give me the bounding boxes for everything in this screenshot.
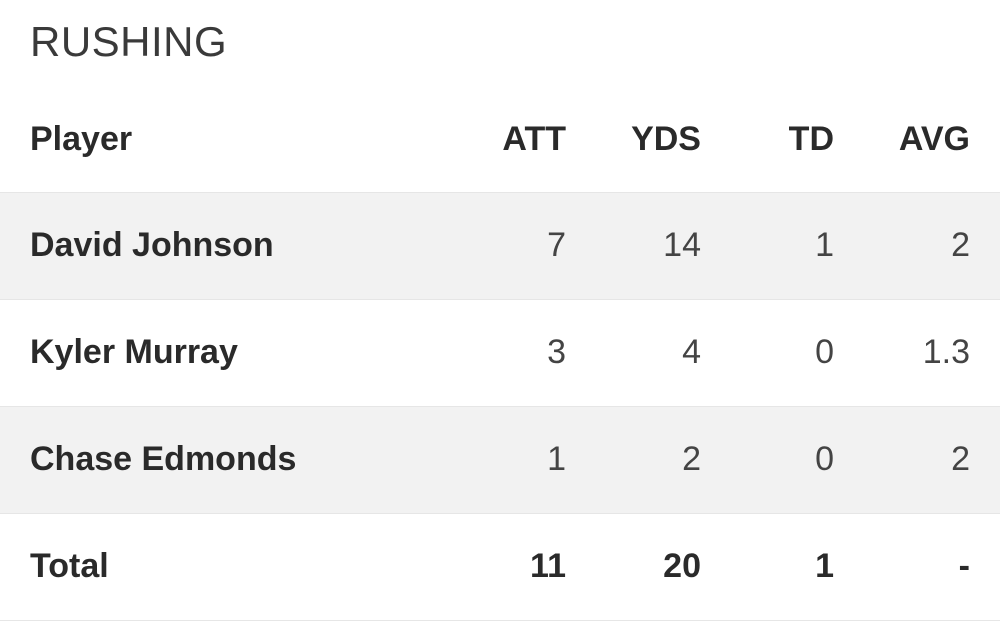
avg-value: 2 [951,226,970,264]
att-value: 7 [547,226,566,264]
section-title: RUSHING [30,18,228,65]
total-yds-value: 20 [663,547,701,585]
avg-value: 1.3 [922,333,970,371]
total-td-value: 1 [815,547,834,585]
table-body: David Johnson 7 14 1 2 Kyler Murray 3 4 … [0,192,1000,620]
table-row: Chase Edmonds 1 2 0 2 [0,406,1000,513]
yds-value: 2 [682,440,701,478]
yds-value: 14 [663,226,701,264]
player-name[interactable]: David Johnson [30,226,274,264]
avg-value: 2 [951,440,970,478]
header-avg[interactable]: AVG [898,120,970,159]
header-player[interactable]: Player [30,120,133,159]
td-value: 1 [815,226,834,264]
table-row: Kyler Murray 3 4 0 1.3 [0,299,1000,406]
td-value: 0 [815,440,834,478]
att-value: 1 [547,440,566,478]
td-value: 0 [815,333,834,371]
total-att-value: 11 [530,547,566,585]
yds-value: 4 [682,333,701,371]
att-value: 3 [547,333,566,371]
total-label: Total [30,547,109,585]
rushing-stats-table: Player ATT YDS TD AVG David Johnson 7 14… [0,88,1000,621]
table-row: David Johnson 7 14 1 2 [0,192,1000,299]
header-row: Player ATT YDS TD AVG [0,88,1000,192]
table-header: Player ATT YDS TD AVG [0,88,1000,192]
player-name[interactable]: Chase Edmonds [30,440,297,478]
header-yds[interactable]: YDS [631,120,701,159]
total-row: Total 11 20 1 - [0,513,1000,620]
total-avg-value: - [958,547,970,585]
header-att[interactable]: ATT [502,120,566,159]
player-name[interactable]: Kyler Murray [30,333,238,371]
header-td[interactable]: TD [788,120,834,159]
